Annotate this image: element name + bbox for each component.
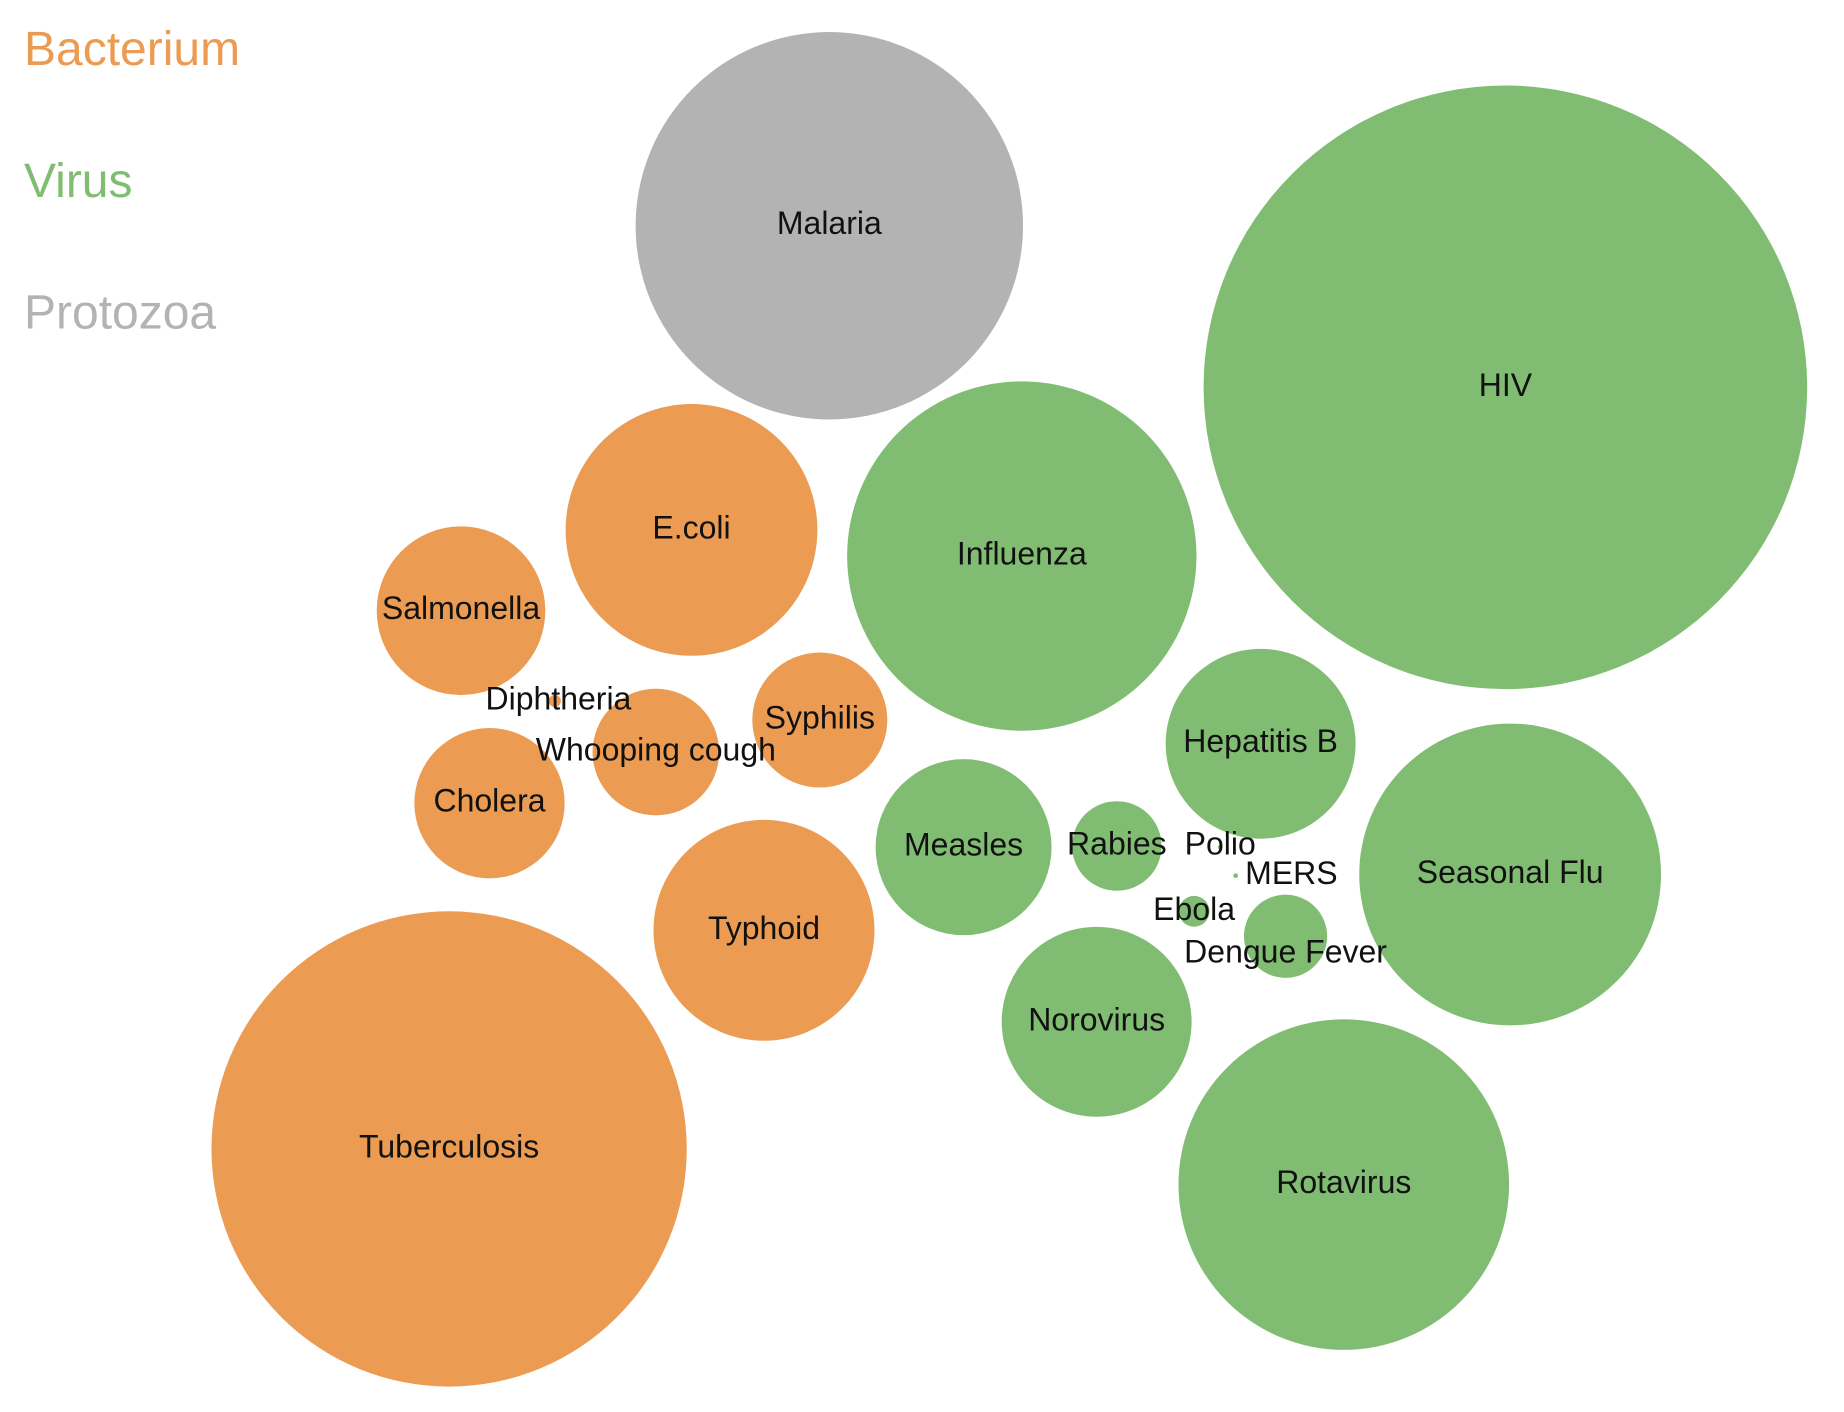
bubble-label: Typhoid <box>708 910 820 946</box>
bubble <box>548 694 561 708</box>
bubble <box>211 911 687 1387</box>
bubble-label: Whooping cough <box>536 732 776 768</box>
bubble <box>1233 873 1239 878</box>
bubble <box>1072 801 1162 891</box>
bubble-label: Ebola <box>1153 891 1235 927</box>
bubble <box>1217 844 1223 850</box>
bubble-label: Hepatitis B <box>1183 723 1338 759</box>
bubble-label: Dengue Fever <box>1184 934 1387 970</box>
bubble-label: E.coli <box>652 509 730 545</box>
bubble-label: Salmonella <box>382 590 541 626</box>
bubble <box>847 381 1197 731</box>
legend-entry: Protozoa <box>24 287 216 340</box>
bubble-label: Polio <box>1185 825 1256 861</box>
bubble <box>1243 894 1328 978</box>
bubble-label: Influenza <box>957 536 1087 572</box>
legend-entry: Bacterium <box>24 23 240 76</box>
bubble <box>653 819 875 1041</box>
bubble-label: Malaria <box>777 205 882 241</box>
bubble <box>875 759 1052 936</box>
bubble-label: Rabies <box>1067 825 1167 861</box>
bubble-label: Cholera <box>433 783 545 819</box>
bubble-label: Norovirus <box>1028 1001 1165 1037</box>
legend-entry: Virus <box>24 155 133 208</box>
bubble <box>1203 85 1808 690</box>
bubble <box>565 404 818 656</box>
bubble-label: Syphilis <box>765 699 875 735</box>
bubble-label: Seasonal Flu <box>1417 854 1604 890</box>
bubble <box>1165 648 1356 839</box>
bubble-label: Rotavirus <box>1276 1164 1411 1200</box>
bubble <box>1178 895 1210 927</box>
bubble <box>376 526 546 695</box>
bubble <box>752 652 888 788</box>
bubble <box>1178 1019 1510 1350</box>
bubble-label: Measles <box>904 827 1023 863</box>
bubble-label: Tuberculosis <box>359 1128 539 1164</box>
bubble-label: HIV <box>1479 367 1533 403</box>
bubble-labels: Tuberculosis E.coli Typhoid Salmonella Chole… <box>359 205 1604 1200</box>
bubble <box>635 32 1024 420</box>
bubble <box>1001 926 1192 1117</box>
bubble <box>592 688 720 816</box>
bubble-label: MERS <box>1245 855 1337 891</box>
bubble <box>1359 723 1662 1026</box>
bubble <box>414 728 565 879</box>
bubble-label: Diphtheria <box>485 680 631 716</box>
bubbles <box>211 32 1808 1387</box>
